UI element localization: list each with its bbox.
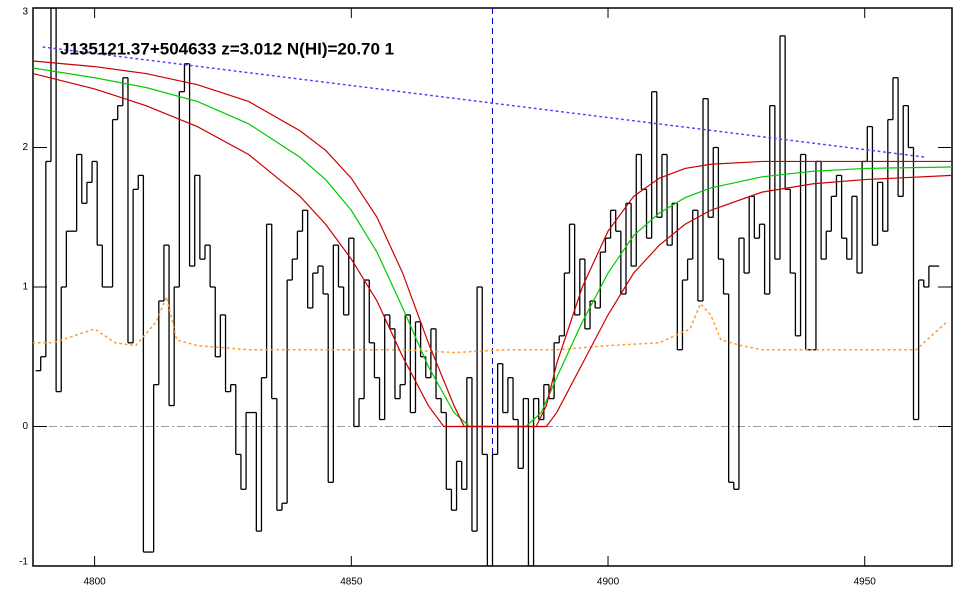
y-tick-label: 3 <box>22 7 28 18</box>
y-tick-label: 2 <box>22 142 28 153</box>
flux-step-risers <box>40 8 930 566</box>
chart-title: J135121.37+504633 z=3.012 N(HI)=20.70 1 <box>60 39 394 58</box>
dotted-curve <box>42 46 928 159</box>
y-tick-label: -1 <box>19 557 28 568</box>
y-tick-label: 0 <box>22 421 28 432</box>
x-tick-label: 4900 <box>597 577 620 588</box>
model-curve <box>33 72 952 428</box>
plot-area <box>33 8 952 566</box>
dotted-curve <box>33 294 948 354</box>
y-tick-label: 1 <box>22 282 28 293</box>
x-tick-label: 4800 <box>83 577 106 588</box>
x-tick-label: 4950 <box>854 577 877 588</box>
x-tick-label: 4850 <box>340 577 363 588</box>
